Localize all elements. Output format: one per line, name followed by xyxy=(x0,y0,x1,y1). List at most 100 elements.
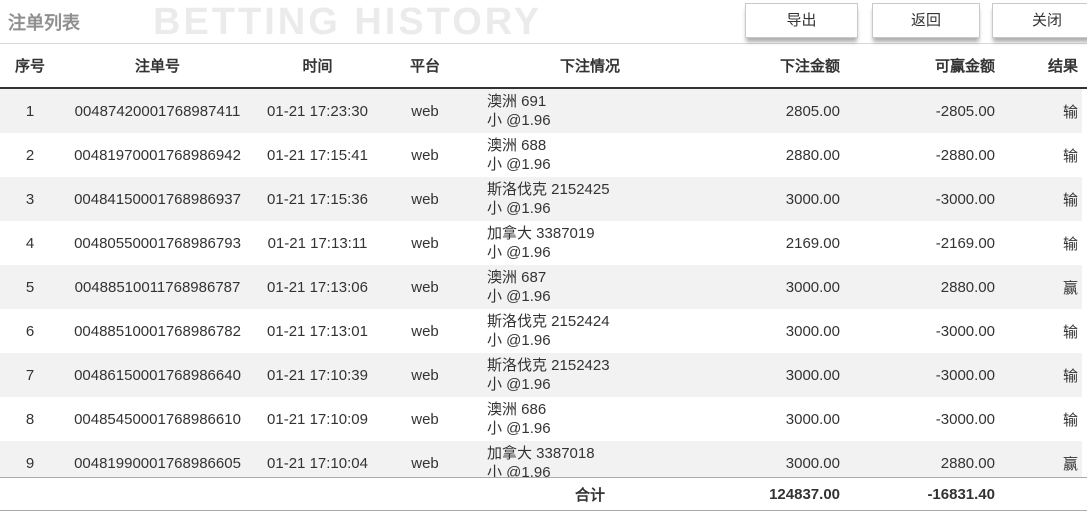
header-index: 序号 xyxy=(14,58,45,75)
cell-bet-no: 00488510011768986787 xyxy=(74,278,241,296)
cell-bet-detail: 澳洲 688 小 @1.96 xyxy=(470,133,710,177)
cell-amount: 2169.00 xyxy=(785,234,840,252)
header-winnable: 可赢金额 xyxy=(934,58,995,75)
cell-amount: 3000.00 xyxy=(785,454,840,472)
total-winnable: -16831.40 xyxy=(927,485,995,503)
cell-amount: 3000.00 xyxy=(785,322,840,340)
header-result: 结果 xyxy=(1047,58,1078,75)
cell-amount: 3000.00 xyxy=(785,278,840,296)
cell-winnable: 2880.00 xyxy=(940,454,995,472)
table-row: 2 00481970001768986942 01-21 17:15:41 we… xyxy=(0,133,1082,177)
table-row: 9 00481990001768986605 01-21 17:10:04 we… xyxy=(0,441,1082,477)
table-row: 8 00485450001768986610 01-21 17:10:09 we… xyxy=(0,397,1082,441)
cell-bet-no: 00488510001768986782 xyxy=(74,322,241,340)
table-row: 1 00487420001768987411 01-21 17:23:30 we… xyxy=(0,89,1082,133)
cell-result: 输 xyxy=(1062,235,1078,253)
cell-winnable: -2805.00 xyxy=(935,102,995,120)
cell-bet-no: 00485450001768986610 xyxy=(74,410,241,428)
cell-result: 输 xyxy=(1062,147,1078,165)
cell-bet-detail: 加拿大 3387018 小 @1.96 xyxy=(470,441,710,477)
bet-detail-line1: 加拿大 3387018 xyxy=(487,445,595,462)
cell-result: 输 xyxy=(1062,103,1078,121)
cell-index: 3 xyxy=(25,190,35,208)
bet-detail-line2: 小 @1.96 xyxy=(487,420,551,437)
cell-platform: web xyxy=(411,322,439,340)
total-amount: 124837.00 xyxy=(769,485,840,503)
cell-amount: 2805.00 xyxy=(785,102,840,120)
cell-index: 4 xyxy=(25,234,35,252)
cell-time: 01-21 17:13:06 xyxy=(267,278,368,296)
close-button[interactable]: 关闭 xyxy=(992,3,1087,38)
bet-detail-line2: 小 @1.96 xyxy=(487,200,551,217)
cell-bet-detail: 斯洛伐克 2152425 小 @1.96 xyxy=(470,177,710,221)
cell-winnable: -2169.00 xyxy=(935,234,995,252)
cell-platform: web xyxy=(411,454,439,472)
header-platform: 平台 xyxy=(409,58,440,75)
bet-detail-line1: 澳洲 691 xyxy=(487,93,547,110)
cell-time: 01-21 17:10:09 xyxy=(267,410,368,428)
cell-winnable: -3000.00 xyxy=(935,190,995,208)
cell-bet-no: 00484150001768986937 xyxy=(74,190,241,208)
cell-platform: web xyxy=(411,278,439,296)
table-row: 5 00488510011768986787 01-21 17:13:06 we… xyxy=(0,265,1082,309)
cell-time: 01-21 17:10:04 xyxy=(267,454,368,472)
cell-amount: 3000.00 xyxy=(785,410,840,428)
cell-platform: web xyxy=(411,102,439,120)
cell-time: 01-21 17:13:11 xyxy=(267,234,368,252)
bet-detail-line2: 小 @1.96 xyxy=(487,288,551,305)
cell-amount: 2880.00 xyxy=(785,146,840,164)
cell-bet-detail: 澳洲 686 小 @1.96 xyxy=(470,397,710,441)
topbar: BETTING HISTORY 注单列表 导出 返回 关闭 xyxy=(0,0,1087,44)
cell-index: 7 xyxy=(25,366,35,384)
cell-platform: web xyxy=(411,234,439,252)
table-row: 4 00480550001768986793 01-21 17:13:11 we… xyxy=(0,221,1082,265)
cell-index: 5 xyxy=(25,278,35,296)
cell-result: 赢 xyxy=(1062,279,1078,297)
cell-bet-no: 00481970001768986942 xyxy=(74,146,241,164)
table-row: 6 00488510001768986782 01-21 17:13:01 we… xyxy=(0,309,1082,353)
cell-platform: web xyxy=(411,366,439,384)
bet-detail-line1: 澳洲 686 xyxy=(487,401,547,418)
export-button[interactable]: 导出 xyxy=(745,3,858,38)
bet-detail-line1: 澳洲 688 xyxy=(487,137,547,154)
cell-result: 输 xyxy=(1062,367,1078,385)
table-body-viewport[interactable]: 1 00487420001768987411 01-21 17:23:30 we… xyxy=(0,89,1087,477)
header-amount: 下注金额 xyxy=(779,58,840,75)
cell-time: 01-21 17:15:36 xyxy=(267,190,368,208)
cell-index: 9 xyxy=(25,454,35,472)
bet-detail-line2: 小 @1.96 xyxy=(487,156,551,173)
cell-bet-no: 00480550001768986793 xyxy=(74,234,241,252)
cell-winnable: 2880.00 xyxy=(940,278,995,296)
cell-bet-detail: 澳洲 687 小 @1.96 xyxy=(470,265,710,309)
totals-row: 合计 124837.00 -16831.40 xyxy=(0,477,1087,511)
cell-bet-detail: 斯洛伐克 2152424 小 @1.96 xyxy=(470,309,710,353)
cell-time: 01-21 17:15:41 xyxy=(267,146,368,164)
cell-bet-detail: 斯洛伐克 2152423 小 @1.96 xyxy=(470,353,710,397)
bet-detail-line2: 小 @1.96 xyxy=(487,376,551,393)
cell-index: 2 xyxy=(25,146,35,164)
cell-result: 输 xyxy=(1062,191,1078,209)
header-bet-no: 注单号 xyxy=(134,58,180,75)
header-bet-detail: 下注情况 xyxy=(559,58,620,75)
back-button[interactable]: 返回 xyxy=(872,3,980,38)
page-title: 注单列表 xyxy=(8,13,80,33)
header-time: 时间 xyxy=(302,58,333,75)
bet-detail-line2: 小 @1.96 xyxy=(487,112,551,129)
cell-amount: 3000.00 xyxy=(785,190,840,208)
cell-time: 01-21 17:13:01 xyxy=(267,322,368,340)
cell-time: 01-21 17:23:30 xyxy=(267,102,368,120)
table-header: 序号 注单号 时间 平台 下注情况 下注金额 可赢金额 结果 xyxy=(0,44,1087,89)
cell-winnable: -2880.00 xyxy=(935,146,995,164)
bet-detail-line1: 斯洛伐克 2152424 xyxy=(487,313,610,330)
cell-result: 输 xyxy=(1062,411,1078,429)
table-row: 3 00484150001768986937 01-21 17:15:36 we… xyxy=(0,177,1082,221)
bet-detail-line1: 斯洛伐克 2152423 xyxy=(487,357,610,374)
cell-result: 输 xyxy=(1062,323,1078,341)
cell-platform: web xyxy=(411,190,439,208)
bet-detail-line1: 加拿大 3387019 xyxy=(487,225,595,242)
bet-detail-line1: 斯洛伐克 2152425 xyxy=(487,181,610,198)
cell-platform: web xyxy=(411,410,439,428)
cell-platform: web xyxy=(411,146,439,164)
cell-winnable: -3000.00 xyxy=(935,322,995,340)
